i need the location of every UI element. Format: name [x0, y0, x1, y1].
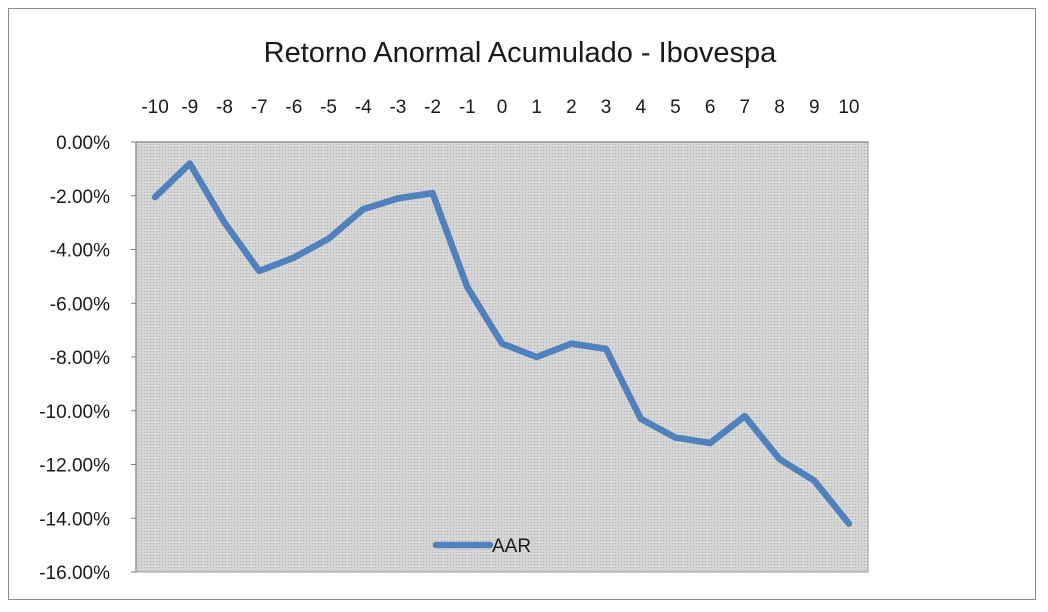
y-tick-label: -2.00%	[50, 187, 110, 208]
chart-title: Retorno Anormal Acumulado - Ibovespa	[264, 37, 777, 69]
x-tick-labels: -10 -9 -8 -7 -6 -5 -4 -3 -2 -1 0 1 2 3 4 5 6 7 8 9 10	[141, 97, 859, 118]
y-tick-label: -10.00%	[39, 402, 110, 423]
x-tick-label: 6	[705, 97, 716, 118]
x-tick-label: 2	[566, 97, 577, 118]
x-tick-label: -5	[320, 97, 337, 118]
x-tick-label: -10	[141, 97, 168, 118]
x-tick-label: -7	[251, 97, 268, 118]
y-tick-label: -8.00%	[50, 348, 110, 369]
plot-background	[135, 141, 869, 573]
x-tick-label: -9	[181, 97, 198, 118]
series-lines	[151, 160, 853, 527]
x-tick-label: 5	[670, 97, 681, 118]
x-tick-label: 0	[497, 97, 508, 118]
legend: AAR	[432, 536, 531, 557]
x-tick-label: 4	[635, 97, 646, 118]
x-tick-label: 1	[531, 97, 542, 118]
y-tick-label: -4.00%	[50, 241, 110, 262]
plot-area	[135, 141, 869, 573]
y-tick-label: -12.00%	[39, 456, 110, 477]
x-tick-label: -8	[216, 97, 233, 118]
y-tick-labels: 0.00% -2.00% -4.00% -6.00% -8.00% -10.00% -12.…	[39, 133, 136, 584]
x-tick-label: -6	[285, 97, 302, 118]
x-tick-label: 7	[740, 97, 751, 118]
x-tick-label: 10	[838, 97, 859, 118]
legend-label: AAR	[492, 536, 531, 557]
y-tick-label: 0.00%	[56, 133, 110, 154]
series-line-aar	[151, 160, 853, 527]
x-tick-label: -4	[355, 97, 372, 118]
x-tick-label: 3	[601, 97, 612, 118]
y-tick-label: -6.00%	[50, 294, 110, 315]
x-tick-label: -3	[389, 97, 406, 118]
y-tick-label: -14.00%	[39, 509, 110, 530]
x-tick-label: 9	[809, 97, 820, 118]
x-tick-label: 8	[774, 97, 785, 118]
x-tick-label: -1	[459, 97, 476, 118]
y-tick-label: -16.00%	[39, 563, 110, 584]
x-tick-label: -2	[424, 97, 441, 118]
